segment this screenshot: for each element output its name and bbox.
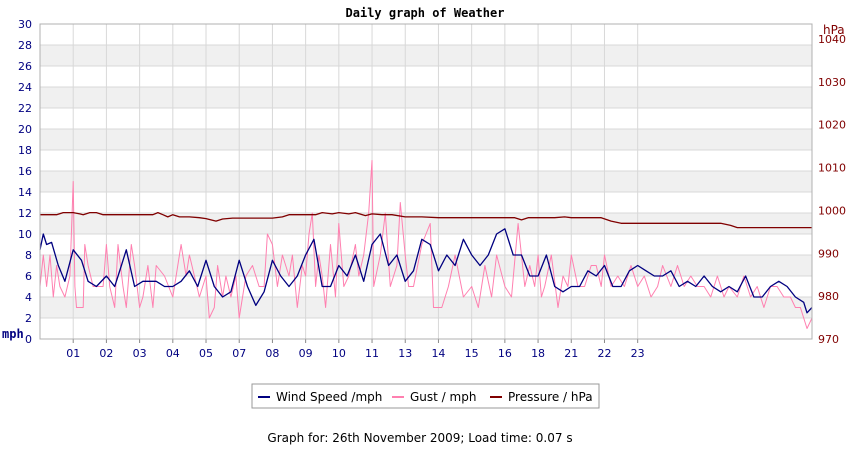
x-tick-label: 14 [431,347,445,360]
left-tick-label: 18 [18,144,32,157]
x-tick-label: 16 [498,347,512,360]
grid-band [40,297,812,318]
right-tick-label: 980 [818,290,839,303]
right-tick-label: 990 [818,247,839,260]
legend-label: Pressure / hPa [508,390,593,404]
grid-band [40,276,812,297]
x-tick-label: 02 [99,347,113,360]
left-tick-label: 20 [18,123,32,136]
series-layer [39,160,813,329]
grid-band [40,129,812,150]
x-tick-label: 05 [199,347,213,360]
left-tick-label: 26 [18,60,32,73]
grid-band [40,66,812,87]
series-line-pressure-hpa [40,211,812,229]
left-tick-label: 8 [25,249,32,262]
x-tick-label: 08 [265,347,279,360]
grid-band [40,24,812,45]
left-tick-label: 12 [18,207,32,220]
x-tick-label: 18 [531,347,545,360]
grid-band [40,108,812,129]
x-tick-label: 23 [631,347,645,360]
x-tick-label: 10 [332,347,346,360]
left-tick-label: 10 [18,228,32,241]
left-tick-label: 4 [25,291,32,304]
chart-title: Daily graph of Weather [346,6,505,20]
x-tick-label: 21 [564,347,578,360]
plot-bands [40,24,812,339]
grid-band [40,192,812,213]
right-tick-label: 1040 [818,33,846,46]
x-tick-label: 22 [597,347,611,360]
right-tick-label: 970 [818,333,839,346]
grid-band [40,45,812,66]
right-tick-label: 1020 [818,119,846,132]
grid-band [40,318,812,339]
x-tick-label: 04 [166,347,180,360]
grid-band [40,171,812,192]
grid-band [40,255,812,276]
left-tick-label: 16 [18,165,32,178]
right-tick-label: 1030 [818,76,846,89]
legend-label: Wind Speed /mph [276,390,382,404]
x-tick-label: 11 [365,347,379,360]
x-tick-label: 01 [66,347,80,360]
left-tick-label: 2 [25,312,32,325]
legend-box [251,383,600,409]
footer-text: Graph for: 26th November 2009; Load time… [267,431,572,445]
left-tick-label: 22 [18,102,32,115]
left-tick-label: 14 [18,186,32,199]
left-tick-label: 28 [18,39,32,52]
x-tick-label: 13 [398,347,412,360]
legend: Wind Speed /mph Gust / mph Pressure / hPa [251,383,600,409]
right-tick-label: 1000 [818,204,846,217]
series-line-gust-mph [39,160,813,329]
plot-frame [39,23,813,340]
left-tick-label: 6 [25,270,32,283]
right-tick-label: 1010 [818,162,846,175]
legend-label: Gust / mph [410,390,476,404]
x-tick-label: 07 [232,347,246,360]
grid-band [40,87,812,108]
right-axis-label: hPa [823,23,845,37]
left-tick-label: 24 [18,81,32,94]
x-tick-label: 15 [465,347,479,360]
left-tick-label: 0 [25,333,32,346]
axes-layer: 0246810121416182022242628309709809901000… [18,18,846,360]
grid-band [40,234,812,255]
x-tick-label: 09 [299,347,313,360]
grid-band [40,150,812,171]
series-line-wind-speed-mph [39,228,813,314]
left-axis-label: mph [2,327,24,341]
x-tick-label: 03 [133,347,147,360]
left-tick-label: 30 [18,18,32,31]
